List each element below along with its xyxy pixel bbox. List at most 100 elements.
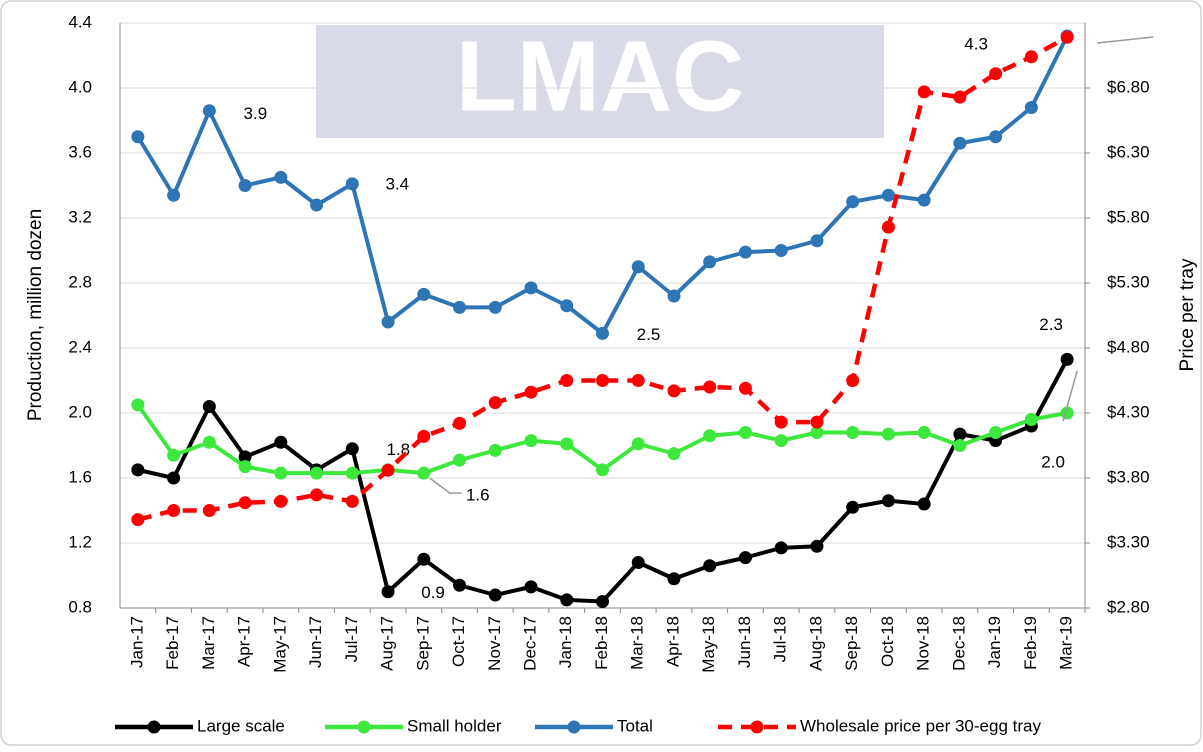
data-point (810, 415, 824, 429)
data-label: 0.9 (421, 583, 445, 602)
leader-line (429, 477, 462, 494)
data-point (667, 572, 681, 586)
data-point (738, 381, 752, 395)
data-label: 2.3 (1039, 315, 1063, 334)
x-tick-label: Dec-17 (521, 616, 540, 671)
data-point (917, 193, 931, 207)
data-label: 2.0 (1041, 452, 1065, 471)
data-point (417, 466, 431, 480)
x-tick-label: Jun-17 (306, 616, 325, 668)
y2-tick-label: $2.80 (1107, 597, 1150, 616)
data-point (667, 384, 681, 398)
data-point (131, 463, 145, 477)
x-tick-label: Nov-17 (485, 616, 504, 671)
data-point (560, 374, 574, 387)
data-point (738, 551, 752, 565)
data-point (1024, 101, 1038, 114)
watermark-box (316, 25, 884, 138)
x-tick-label: Jul-17 (342, 616, 361, 662)
data-point (774, 244, 788, 257)
data-point (310, 488, 324, 502)
data-point (524, 281, 538, 295)
data-point (596, 463, 609, 477)
y2-tick-label: $6.80 (1107, 77, 1150, 96)
y-tick-label: 2.8 (68, 272, 92, 291)
x-tick-label: Jan-17 (127, 616, 146, 668)
data-point (202, 435, 216, 449)
x-tick-label: Feb-18 (592, 616, 611, 670)
data-point (596, 326, 609, 340)
data-point (524, 385, 538, 399)
data-point (738, 245, 752, 259)
x-tick-label: Feb-17 (163, 616, 182, 670)
data-point (881, 220, 895, 234)
data-point (560, 593, 574, 607)
data-point (703, 559, 717, 573)
series-line (137, 35, 1069, 522)
legend-label: Total (617, 716, 653, 735)
data-point (202, 400, 216, 413)
x-tick-label: Nov-18 (914, 616, 933, 671)
leader-line (1097, 36, 1154, 44)
data-point (345, 466, 359, 480)
x-tick-label: Dec-18 (949, 616, 968, 671)
data-point (774, 415, 788, 429)
data-point (667, 289, 681, 303)
legend-marker (147, 720, 161, 734)
data-point (596, 374, 609, 387)
y-tick-label: 2.4 (68, 337, 92, 356)
data-label: 4.3 (964, 34, 988, 53)
data-point (846, 374, 860, 387)
data-point (810, 234, 824, 248)
x-tick-label: Sep-17 (413, 616, 432, 671)
data-point (917, 85, 931, 99)
legend-marker (357, 720, 371, 734)
x-tick-label: Mar-19 (1057, 616, 1076, 670)
x-tick-label: Oct-18 (878, 616, 897, 667)
data-point (703, 380, 717, 394)
data-point (953, 427, 967, 441)
data-point (596, 595, 609, 608)
data-point (167, 471, 181, 485)
legend-label: Large scale (197, 716, 285, 735)
data-point (238, 450, 252, 464)
data-point (417, 552, 431, 566)
watermark-text: LMAC (456, 20, 745, 132)
y2-axis-title: Price per tray (1177, 258, 1198, 371)
y2-tick-label: $5.30 (1107, 272, 1150, 291)
y2-tick-label: $3.80 (1107, 467, 1150, 486)
data-point (488, 300, 502, 314)
data-point (524, 580, 538, 594)
data-point (274, 170, 288, 184)
data-label: 3.4 (385, 174, 409, 193)
y-tick-label: 1.2 (68, 532, 92, 551)
data-point (667, 447, 681, 461)
data-label: 3.9 (244, 104, 268, 123)
data-point (417, 287, 431, 301)
data-point (453, 578, 467, 592)
data-point (560, 437, 574, 451)
data-point (167, 188, 181, 202)
x-tick-label: May-17 (270, 616, 289, 673)
data-point (631, 260, 645, 274)
data-point (989, 426, 1003, 439)
data-point (703, 429, 717, 443)
leader-line (1062, 370, 1078, 422)
data-point (202, 104, 216, 118)
data-point (488, 588, 502, 602)
x-tick-label: Jul-18 (771, 616, 790, 662)
data-point (274, 435, 288, 449)
data-label: 2.5 (637, 325, 661, 344)
data-label: 1.6 (466, 486, 490, 505)
data-point (345, 177, 359, 191)
data-point (631, 374, 645, 387)
x-tick-label: May-18 (699, 616, 718, 673)
data-label: 1.8 (386, 440, 410, 459)
data-point (881, 494, 895, 508)
x-tick-label: Apr-18 (663, 616, 682, 667)
data-point (560, 299, 574, 313)
y2-tick-label: $4.30 (1107, 402, 1150, 421)
x-tick-label: Jan-18 (556, 616, 575, 668)
data-point (381, 585, 395, 599)
